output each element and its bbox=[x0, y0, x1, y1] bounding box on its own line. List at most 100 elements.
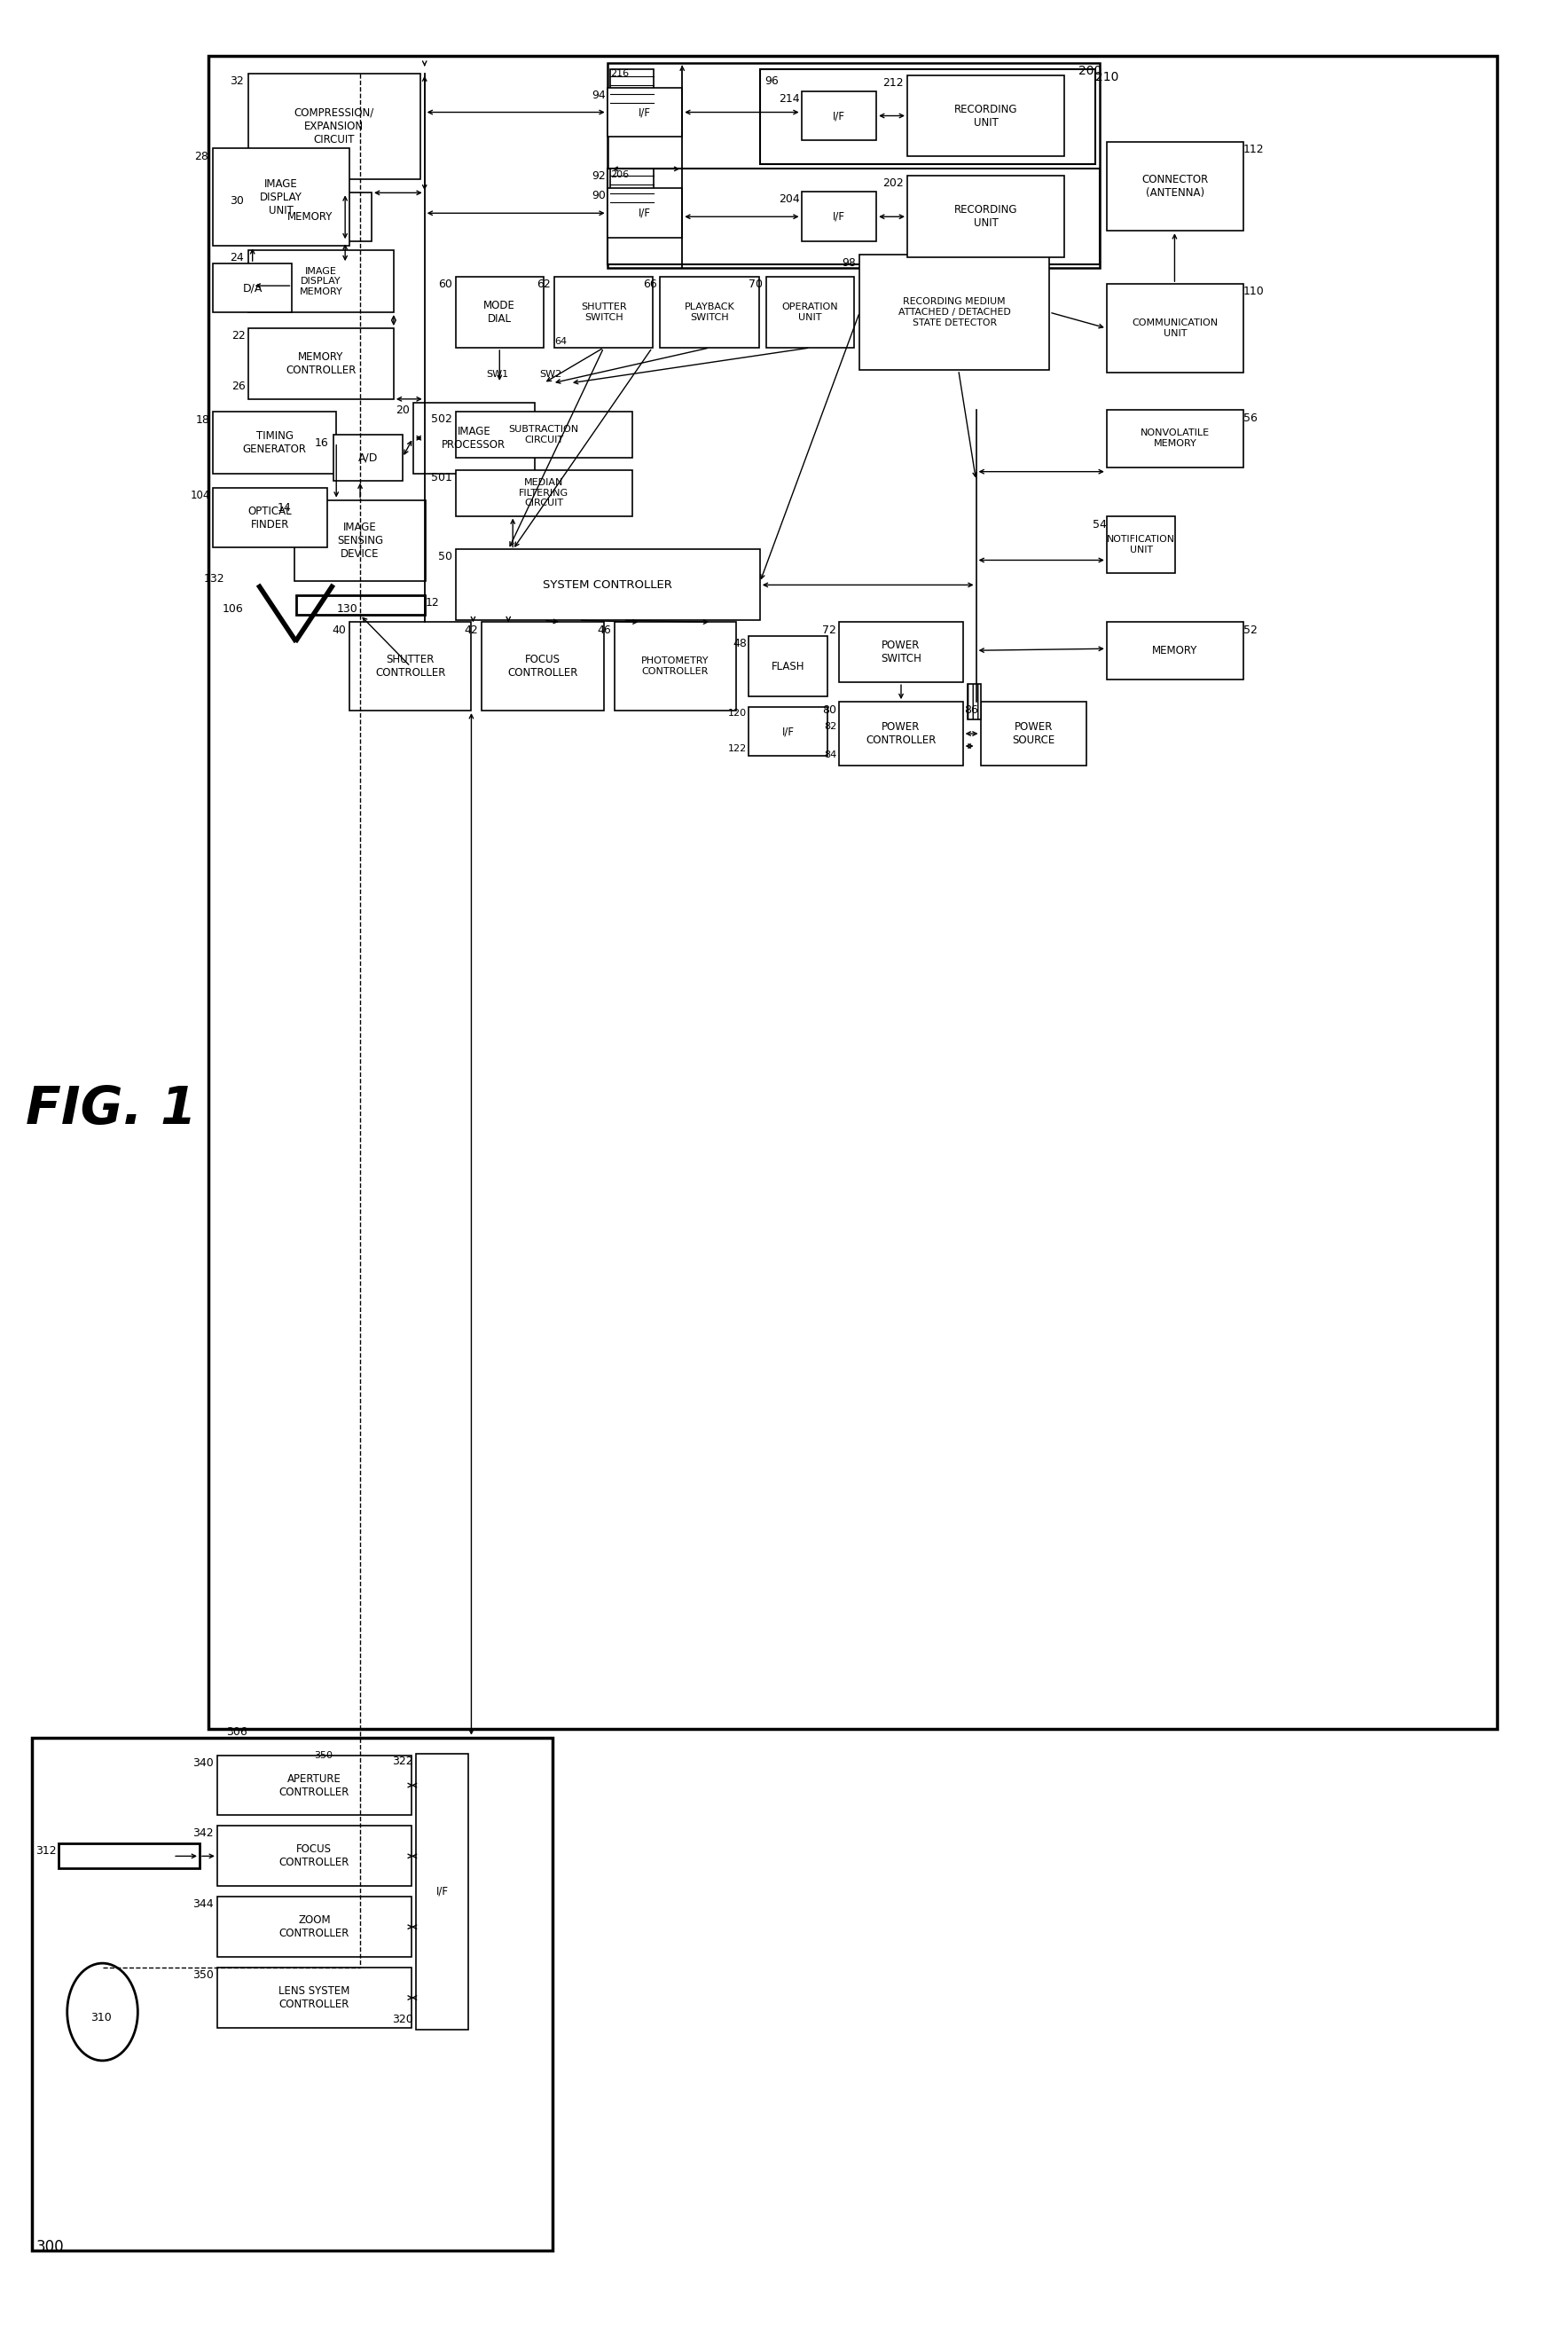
Text: IMAGE
DISPLAY
MEMORY: IMAGE DISPLAY MEMORY bbox=[299, 265, 342, 296]
Text: COMMUNICATION
UNIT: COMMUNICATION UNIT bbox=[1132, 319, 1218, 338]
Bar bbox=[350, 622, 472, 712]
Text: RECORDING MEDIUM
ATTACHED / DETACHED
STATE DETECTOR: RECORDING MEDIUM ATTACHED / DETACHED STA… bbox=[898, 298, 1011, 327]
Text: 82: 82 bbox=[825, 721, 837, 731]
Text: 64: 64 bbox=[554, 336, 566, 345]
Text: 66: 66 bbox=[643, 280, 657, 291]
Bar bbox=[1107, 517, 1176, 573]
Text: 42: 42 bbox=[464, 625, 478, 637]
Text: 40: 40 bbox=[332, 625, 347, 637]
Text: 306: 306 bbox=[226, 1727, 248, 1738]
Bar bbox=[615, 622, 735, 712]
Bar bbox=[1107, 409, 1243, 467]
Text: 14: 14 bbox=[278, 503, 292, 514]
Text: 92: 92 bbox=[591, 171, 605, 183]
Bar bbox=[455, 277, 544, 348]
Bar bbox=[218, 1898, 411, 1957]
Text: 22: 22 bbox=[232, 329, 246, 341]
Bar bbox=[908, 75, 1065, 157]
Text: I/F: I/F bbox=[782, 726, 795, 738]
Text: I/F: I/F bbox=[436, 1886, 448, 1898]
Text: 32: 32 bbox=[229, 75, 243, 87]
Text: TIMING
GENERATOR: TIMING GENERATOR bbox=[243, 430, 306, 456]
Bar bbox=[748, 637, 828, 698]
Text: 96: 96 bbox=[764, 75, 778, 87]
Bar bbox=[839, 622, 963, 681]
Bar bbox=[908, 176, 1065, 258]
Text: MEMORY
CONTROLLER: MEMORY CONTROLLER bbox=[285, 352, 356, 376]
Bar bbox=[248, 73, 420, 179]
Text: I/F: I/F bbox=[638, 106, 651, 117]
Text: 48: 48 bbox=[732, 639, 746, 651]
Text: FIG. 1: FIG. 1 bbox=[27, 1083, 196, 1135]
Text: FLASH: FLASH bbox=[771, 660, 804, 672]
Bar bbox=[218, 1755, 411, 1816]
Bar bbox=[248, 329, 394, 399]
Bar bbox=[801, 92, 877, 141]
Bar bbox=[31, 1738, 552, 2250]
Text: SHUTTER
SWITCH: SHUTTER SWITCH bbox=[580, 303, 627, 322]
Bar bbox=[767, 277, 855, 348]
Text: 56: 56 bbox=[1243, 413, 1258, 423]
Bar bbox=[748, 707, 828, 756]
Text: SW2: SW2 bbox=[539, 369, 561, 378]
Text: 342: 342 bbox=[193, 1828, 213, 1839]
Text: 200: 200 bbox=[1079, 63, 1101, 78]
Text: 322: 322 bbox=[392, 1755, 412, 1766]
Text: COMPRESSION/
EXPANSION
CIRCUIT: COMPRESSION/ EXPANSION CIRCUIT bbox=[295, 108, 375, 146]
Text: 24: 24 bbox=[229, 251, 243, 263]
Text: NOTIFICATION
UNIT: NOTIFICATION UNIT bbox=[1107, 536, 1176, 554]
Bar bbox=[295, 500, 425, 583]
Bar bbox=[334, 435, 403, 482]
Bar bbox=[455, 550, 760, 620]
Text: 90: 90 bbox=[591, 190, 605, 202]
Text: IMAGE
DISPLAY
UNIT: IMAGE DISPLAY UNIT bbox=[260, 179, 303, 216]
Bar bbox=[554, 277, 654, 348]
Text: 84: 84 bbox=[825, 749, 837, 759]
Bar bbox=[455, 470, 632, 517]
Text: 130: 130 bbox=[336, 604, 358, 615]
Text: 214: 214 bbox=[779, 92, 800, 103]
Text: 62: 62 bbox=[536, 280, 550, 291]
Text: APERTURE
CONTROLLER: APERTURE CONTROLLER bbox=[279, 1773, 350, 1797]
Text: 30: 30 bbox=[229, 195, 243, 207]
Bar bbox=[607, 87, 682, 136]
Bar bbox=[660, 277, 759, 348]
Text: RECORDING
UNIT: RECORDING UNIT bbox=[953, 204, 1018, 230]
Bar bbox=[760, 68, 1094, 164]
Text: A/D: A/D bbox=[358, 451, 378, 463]
Text: 98: 98 bbox=[842, 258, 856, 268]
Text: 12: 12 bbox=[425, 597, 439, 608]
Text: 72: 72 bbox=[823, 625, 837, 637]
Text: 300: 300 bbox=[36, 2239, 64, 2255]
Text: 501: 501 bbox=[431, 472, 452, 484]
Text: 80: 80 bbox=[823, 705, 837, 716]
Text: OPERATION
UNIT: OPERATION UNIT bbox=[782, 303, 839, 322]
Text: 340: 340 bbox=[193, 1757, 213, 1769]
Bar bbox=[610, 68, 654, 113]
Text: IMAGE
PROCESSOR: IMAGE PROCESSOR bbox=[442, 425, 506, 451]
Text: OPTICAL
FINDER: OPTICAL FINDER bbox=[248, 505, 292, 531]
Text: 110: 110 bbox=[1243, 287, 1264, 298]
Text: 18: 18 bbox=[196, 413, 210, 425]
Text: PHOTOMETRY
CONTROLLER: PHOTOMETRY CONTROLLER bbox=[641, 658, 709, 677]
Text: D/A: D/A bbox=[243, 282, 262, 294]
Bar bbox=[455, 411, 632, 458]
Bar bbox=[248, 193, 372, 242]
Bar bbox=[967, 684, 980, 719]
Text: SYSTEM CONTROLLER: SYSTEM CONTROLLER bbox=[543, 580, 673, 590]
Bar bbox=[58, 1844, 199, 1867]
Text: 52: 52 bbox=[1243, 625, 1258, 637]
Text: NONVOLATILE
MEMORY: NONVOLATILE MEMORY bbox=[1140, 430, 1209, 449]
Text: MODE
DIAL: MODE DIAL bbox=[483, 301, 516, 324]
Text: LENS SYSTEM
CONTROLLER: LENS SYSTEM CONTROLLER bbox=[279, 1985, 350, 2011]
Text: 106: 106 bbox=[223, 604, 243, 615]
Text: 212: 212 bbox=[883, 78, 903, 89]
Text: 28: 28 bbox=[194, 150, 209, 162]
Bar bbox=[1107, 622, 1243, 679]
Bar bbox=[296, 597, 425, 615]
Text: 104: 104 bbox=[190, 489, 210, 500]
Text: 46: 46 bbox=[597, 625, 612, 637]
Bar bbox=[607, 188, 682, 237]
Text: FOCUS
CONTROLLER: FOCUS CONTROLLER bbox=[508, 653, 579, 679]
Bar bbox=[213, 148, 350, 247]
